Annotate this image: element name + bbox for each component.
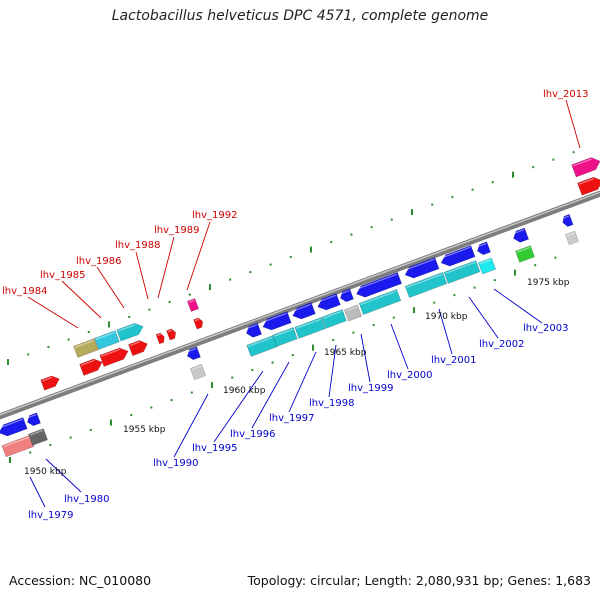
gene-arrow[interactable] xyxy=(577,175,600,196)
gene-arrow[interactable] xyxy=(155,332,166,345)
gene-arrow[interactable] xyxy=(443,260,481,284)
gene-label-lhv-1980[interactable]: lhv_1980 xyxy=(64,494,109,505)
gene-label-lhv-2013[interactable]: lhv_2013 xyxy=(543,89,588,100)
leader-line xyxy=(493,288,543,324)
gene-arrow[interactable] xyxy=(0,417,28,439)
leader-line xyxy=(96,266,125,309)
leader-line xyxy=(213,370,264,443)
scale-ticks xyxy=(7,151,575,463)
genome-title: Lactobacillus helveticus DPC 4571, compl… xyxy=(111,8,489,24)
gene-arrow[interactable] xyxy=(477,257,497,275)
gene-arrow[interactable] xyxy=(193,317,205,330)
gene-arrow[interactable] xyxy=(189,363,207,381)
gene-arrow[interactable] xyxy=(404,272,448,298)
leader-line xyxy=(27,296,79,329)
gene-arrow[interactable] xyxy=(28,428,48,446)
gene-arrow[interactable] xyxy=(99,346,130,367)
gene-arrow[interactable] xyxy=(321,309,347,329)
gene-arrow[interactable] xyxy=(565,230,579,246)
kbp-label-1955: 1955 kbp xyxy=(123,425,166,435)
leader-line xyxy=(565,99,581,149)
leader-line xyxy=(468,296,499,339)
gene-arrow[interactable] xyxy=(246,335,278,357)
gene-arrow[interactable] xyxy=(343,304,363,322)
gene-label-lhv-1986[interactable]: lhv_1986 xyxy=(76,256,121,267)
gene-arrow[interactable] xyxy=(338,288,354,303)
gene-label-lhv-1990[interactable]: lhv_1990 xyxy=(153,458,198,469)
kbp-label-1975: 1975 kbp xyxy=(527,278,570,288)
gene-arrow[interactable] xyxy=(571,155,600,178)
leader-line xyxy=(186,221,211,291)
leader-line xyxy=(45,458,82,493)
gene-arrow[interactable] xyxy=(185,346,201,361)
gene-arrow[interactable] xyxy=(1,434,35,458)
gene-arrow[interactable] xyxy=(79,357,105,376)
gene-label-lhv-1992[interactable]: lhv_1992 xyxy=(192,210,237,221)
accession-text: Accession: NC_010080 xyxy=(9,573,152,588)
gene-arrow[interactable] xyxy=(403,257,440,280)
gene-label-lhv-1989[interactable]: lhv_1989 xyxy=(154,225,199,236)
kbp-label-1960: 1960 kbp xyxy=(223,386,266,396)
gene-label-lhv-1998[interactable]: lhv_1998 xyxy=(309,398,354,409)
kbp-label-1950: 1950 kbp xyxy=(24,467,67,477)
gene-label-lhv-1979[interactable]: lhv_1979 xyxy=(28,510,73,521)
gene-arrow[interactable] xyxy=(40,374,62,391)
gene-label-lhv-1985[interactable]: lhv_1985 xyxy=(40,270,85,281)
gene-label-lhv-1999[interactable]: lhv_1999 xyxy=(348,383,393,394)
leader-line xyxy=(360,333,371,383)
genome-summary-text: Topology: circular; Length: 2,080,931 bp… xyxy=(247,573,591,588)
gene-features[interactable] xyxy=(0,155,600,458)
leader-line xyxy=(157,236,175,299)
leader-line xyxy=(288,351,317,413)
gene-label-lhv-1995[interactable]: lhv_1995 xyxy=(192,443,237,454)
gene-arrow[interactable] xyxy=(358,289,402,315)
gene-arrow[interactable] xyxy=(294,317,326,339)
kbp-label-1965: 1965 kbp xyxy=(324,348,367,358)
gene-arrow[interactable] xyxy=(261,311,292,333)
gene-label-lhv-1996[interactable]: lhv_1996 xyxy=(230,429,275,440)
gene-arrow[interactable] xyxy=(166,328,178,341)
leader-line xyxy=(328,344,337,398)
gene-label-lhv-2001[interactable]: lhv_2001 xyxy=(431,355,476,366)
gene-arrow[interactable] xyxy=(515,245,535,263)
leader-line xyxy=(173,393,209,458)
gene-arrow[interactable] xyxy=(291,302,316,322)
gene-label-lhv-1988[interactable]: lhv_1988 xyxy=(115,240,160,251)
leader-line xyxy=(135,251,149,300)
gene-arrow[interactable] xyxy=(316,293,341,313)
gene-arrow[interactable] xyxy=(186,298,200,312)
gene-arrow[interactable] xyxy=(25,412,41,427)
leader-line xyxy=(251,361,290,429)
gene-label-lhv-2003[interactable]: lhv_2003 xyxy=(523,323,568,334)
leader-line xyxy=(438,308,453,355)
leader-line xyxy=(61,280,102,319)
gene-arrow[interactable] xyxy=(272,327,298,347)
gene-arrow[interactable] xyxy=(354,271,403,299)
gene-arrow[interactable] xyxy=(128,338,149,357)
leader-line xyxy=(390,323,409,370)
gene-label-lhv-2000[interactable]: lhv_2000 xyxy=(387,370,432,381)
gene-label-lhv-1997[interactable]: lhv_1997 xyxy=(269,413,314,424)
genome-backbone xyxy=(0,190,600,420)
gene-arrow[interactable] xyxy=(73,338,99,358)
kbp-label-1970: 1970 kbp xyxy=(425,312,468,322)
gene-arrow[interactable] xyxy=(94,330,120,350)
gene-arrow[interactable] xyxy=(561,213,574,227)
gene-arrow[interactable] xyxy=(116,321,146,342)
gene-arrow[interactable] xyxy=(439,245,476,268)
label-leaders xyxy=(27,99,581,508)
gene-label-lhv-1984[interactable]: lhv_1984 xyxy=(2,286,47,297)
gene-arrow[interactable] xyxy=(244,322,263,339)
gene-arrow[interactable] xyxy=(511,227,530,244)
gene-label-lhv-2002[interactable]: lhv_2002 xyxy=(479,339,524,350)
gene-arrow[interactable] xyxy=(475,241,491,256)
leader-line xyxy=(29,476,46,508)
